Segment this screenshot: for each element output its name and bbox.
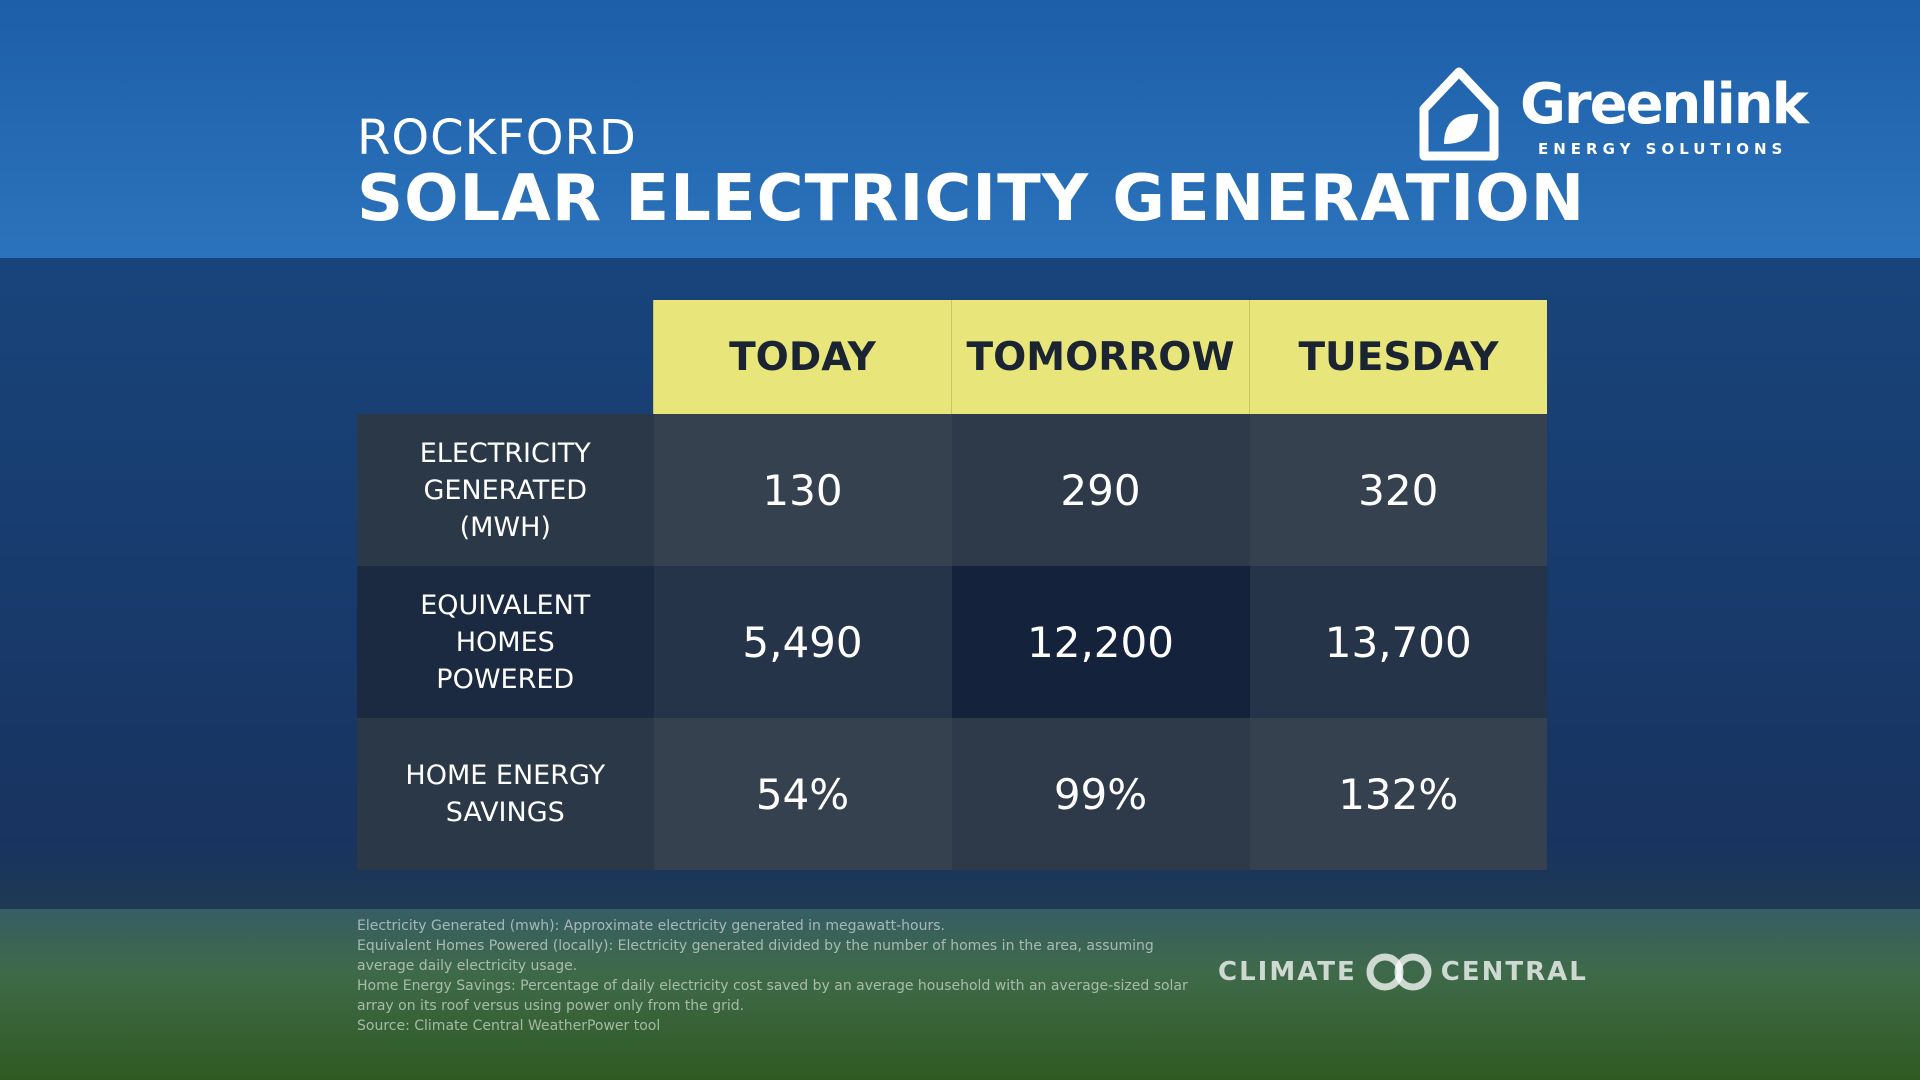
cell: 132% — [1249, 718, 1547, 870]
row-label: EQUIVALENT HOMES POWERED — [357, 566, 654, 718]
cell: 320 — [1249, 414, 1547, 566]
corner — [357, 300, 654, 414]
row: ELECTRICITY GENERATED (MWH) 130 290 320 — [357, 414, 1547, 566]
column-header: TOMORROW — [951, 300, 1250, 414]
row-label: HOME ENERGY SAVINGS — [357, 718, 654, 870]
data-table: TODAY TOMORROW TUESDAY ELECTRICITY GENER… — [357, 300, 1547, 870]
column-header: TODAY — [653, 300, 952, 414]
cell: 12,200 — [951, 566, 1250, 718]
logo-name: Greenlink — [1520, 72, 1809, 137]
row-label: ELECTRICITY GENERATED (MWH) — [357, 414, 654, 566]
column-header: TUESDAY — [1249, 300, 1547, 414]
cell: 130 — [653, 414, 952, 566]
note: Source: Climate Central WeatherPower too… — [357, 1018, 661, 1034]
title: SOLAR ELECTRICITY GENERATION — [357, 162, 1586, 236]
footer-logo-icon — [1366, 953, 1432, 991]
footer-logo-right: CENTRAL — [1440, 957, 1588, 987]
logo-icon — [1419, 67, 1499, 161]
logo: Greenlink ENERGY SOLUTIONS — [1414, 64, 1814, 164]
cell: 99% — [951, 718, 1250, 870]
note: Electricity Generated (mwh): Approximate… — [357, 918, 945, 934]
note: Equivalent Homes Powered (locally): Elec… — [357, 938, 1154, 974]
row: HOME ENERGY SAVINGS 54% 99% 132% — [357, 718, 1547, 870]
row: EQUIVALENT HOMES POWERED 5,490 12,200 13… — [357, 566, 1547, 718]
cell: 54% — [653, 718, 952, 870]
logo-tagline: ENERGY SOLUTIONS — [1538, 140, 1788, 158]
note: Home Energy Savings: Percentage of daily… — [357, 978, 1188, 1014]
cell: 5,490 — [653, 566, 952, 718]
notes: Electricity Generated (mwh): Approximate… — [357, 916, 1197, 1036]
footer-logo: CLIMATE CENTRAL — [1218, 952, 1588, 992]
cell: 290 — [951, 414, 1250, 566]
footer-logo-left: CLIMATE — [1218, 957, 1357, 987]
header-row: TODAY TOMORROW TUESDAY — [357, 300, 1547, 414]
city: ROCKFORD — [357, 110, 637, 166]
cell: 13,700 — [1249, 566, 1547, 718]
